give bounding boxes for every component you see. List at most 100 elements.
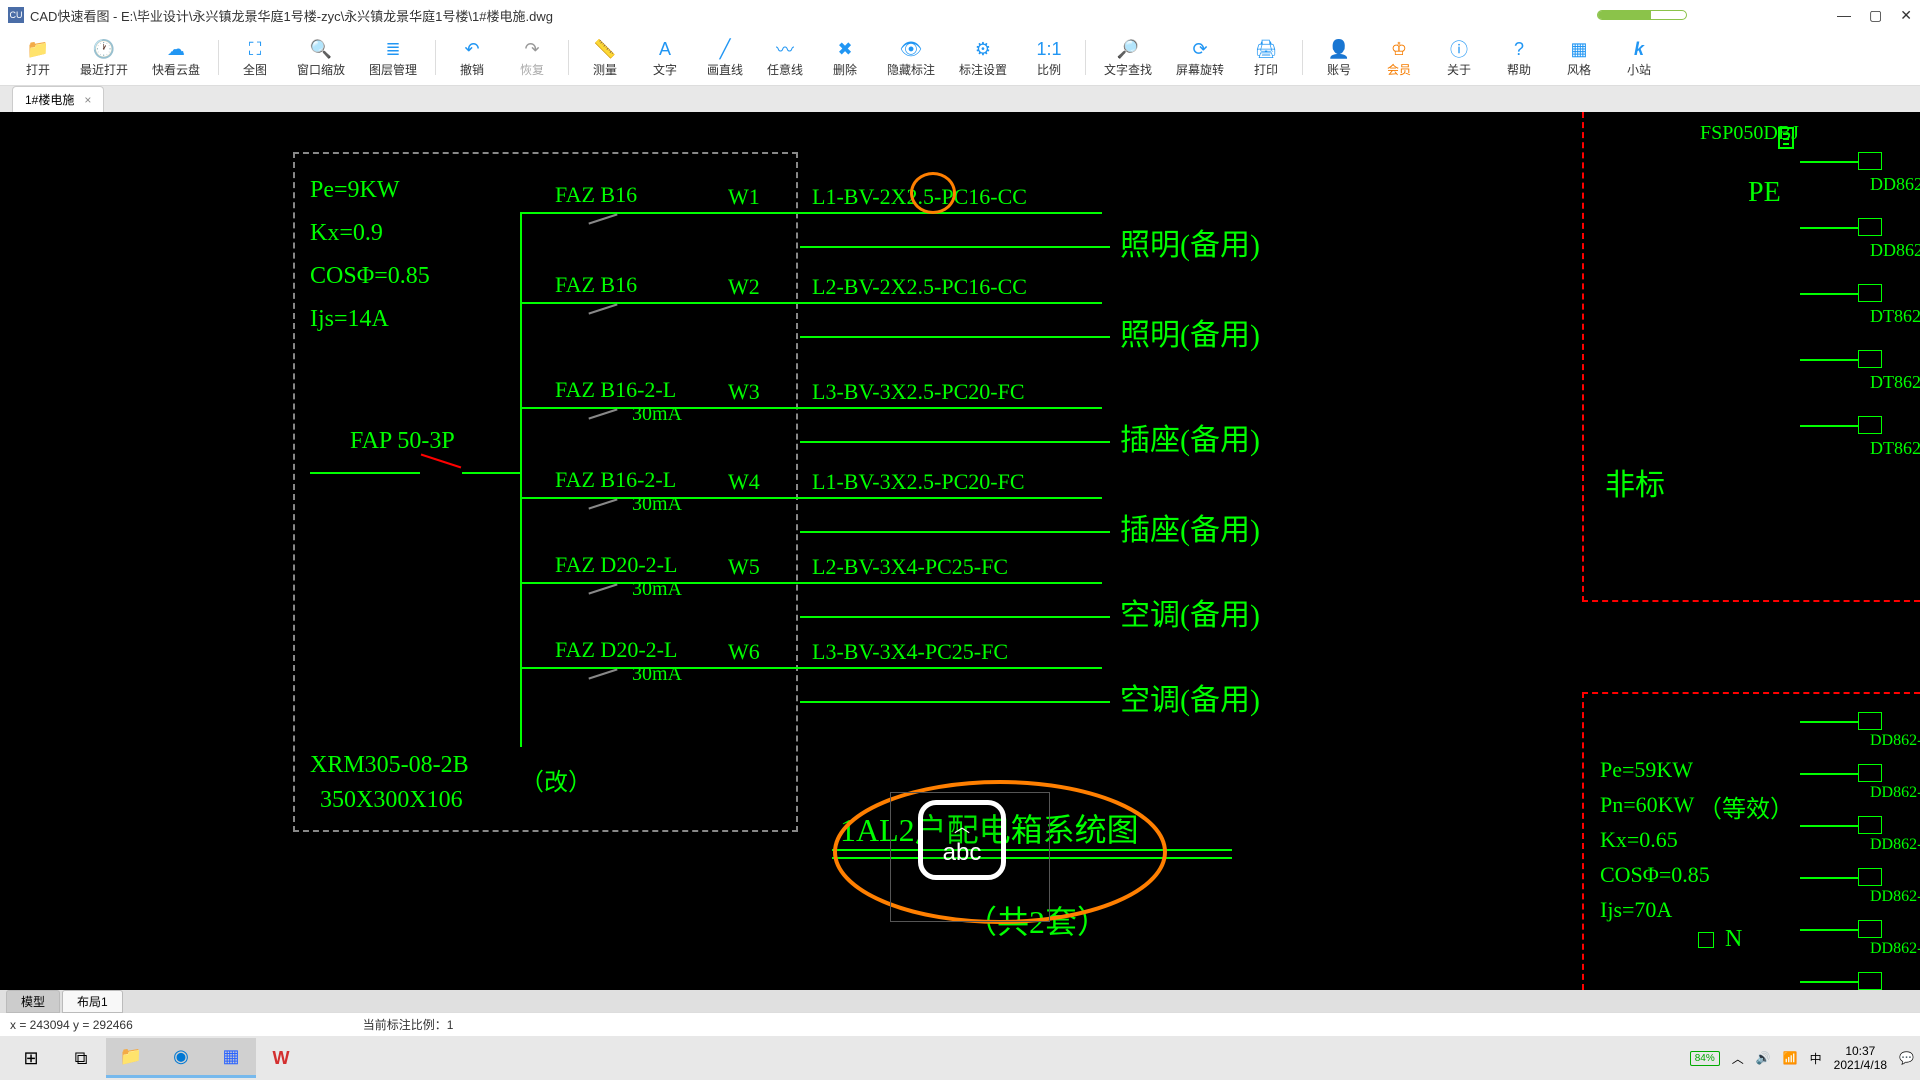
model-tab[interactable]: 模型 <box>6 990 60 1013</box>
edge-icon[interactable]: ◉ <box>156 1038 206 1078</box>
right-dash-h <box>1582 600 1920 602</box>
circuit-w: W6 <box>728 639 760 665</box>
meter-box <box>1858 350 1882 368</box>
vip-button[interactable]: ♔会员 <box>1371 34 1427 81</box>
annset-button[interactable]: ⚙标注设置 <box>949 34 1017 81</box>
anyline-button[interactable]: 〰任意线 <box>757 34 813 81</box>
right-pe: PE <box>1748 177 1781 209</box>
wifi-icon[interactable]: 📶 <box>1783 1051 1798 1065</box>
text-button[interactable]: A文字 <box>637 34 693 81</box>
zoom-button[interactable]: 🔍窗口缩放 <box>287 34 355 81</box>
cable-label: L2-BV-2X2.5-PC16-CC <box>812 274 1027 300</box>
meter-label: DD862-4 10 <box>1870 888 1920 906</box>
breaker-label: FAZ B16-2-L <box>555 467 676 493</box>
file-tab[interactable]: 1#楼电施 × <box>12 86 104 112</box>
meter-line <box>1800 293 1858 295</box>
taskview-icon[interactable]: ⧉ <box>56 1038 106 1078</box>
circuit-w: W2 <box>728 274 760 300</box>
style-button[interactable]: ▦风格 <box>1551 34 1607 81</box>
meter-box <box>1858 868 1882 886</box>
box-size: 350X300X106 <box>320 787 463 814</box>
cable-label: L3-BV-3X4-PC25-FC <box>812 639 1008 665</box>
start-button[interactable]: ⊞ <box>6 1038 56 1078</box>
undo-button[interactable]: ↶撤销 <box>444 34 500 81</box>
meter-line <box>1800 425 1858 427</box>
help-button[interactable]: ?帮助 <box>1491 34 1547 81</box>
usage-label: 插座(备用) <box>1120 505 1260 549</box>
bottom-tabs: 模型 布局1 <box>0 990 1920 1012</box>
meter-line <box>1800 161 1858 163</box>
breaker-label: FAZ D20-2-L <box>555 552 677 578</box>
cad-icon[interactable]: ▦ <box>206 1038 256 1078</box>
notification-icon[interactable]: 💬 <box>1899 1051 1914 1065</box>
clock[interactable]: 10:372021/4/18 <box>1834 1044 1887 1073</box>
ime-text: abc <box>943 839 982 867</box>
rp4: COSΦ=0.85 <box>1600 862 1710 888</box>
tabbar: 1#楼电施 × <box>0 86 1920 112</box>
station-button[interactable]: k小站 <box>1611 34 1667 81</box>
rp1: Pe=59KW <box>1600 757 1693 783</box>
tab-close-icon[interactable]: × <box>84 93 91 107</box>
n-box <box>1698 932 1714 948</box>
window-title: CAD快速看图 - E:\毕业设计\永兴镇龙景华庭1号楼-zyc\永兴镇龙景华庭… <box>30 6 553 25</box>
layout-tab[interactable]: 布局1 <box>62 990 123 1013</box>
rp-note: （等效） <box>1698 789 1794 824</box>
usage-label: 空调(备用) <box>1120 590 1260 634</box>
wps-icon[interactable]: W <box>256 1038 306 1078</box>
breaker-label: FAZ B16 <box>555 272 637 298</box>
tray-up-icon[interactable]: ︿ <box>1732 1050 1744 1067</box>
meter-label: DT862-4 10 <box>1870 306 1920 327</box>
meter-line <box>1800 877 1858 879</box>
hide-button[interactable]: 👁隐藏标注 <box>877 34 945 81</box>
rcd-label: 30mA <box>632 403 682 426</box>
open-button[interactable]: 📁打开 <box>10 34 66 81</box>
rotate-button[interactable]: ⟳屏幕旋转 <box>1166 34 1234 81</box>
volume-icon[interactable]: 🔊 <box>1756 1051 1771 1065</box>
fullview-button[interactable]: ⛶全图 <box>227 34 283 81</box>
meter-label: DT862-4 10 <box>1870 438 1920 459</box>
close-button[interactable]: ✕ <box>1900 7 1912 24</box>
progress-indicator <box>1597 10 1687 20</box>
main-breaker-label: FAP 50-3P <box>350 428 455 455</box>
chevron-up-icon: ︿ <box>954 813 970 837</box>
taskbar: ⊞ ⧉ 📁 ◉ ▦ W 84% ︿ 🔊 📶 中 10:372021/4/18 💬 <box>0 1036 1920 1080</box>
redo-button[interactable]: ↷恢复 <box>504 34 560 81</box>
titlebar: CU CAD快速看图 - E:\毕业设计\永兴镇龙景华庭1号楼-zyc\永兴镇龙… <box>0 0 1920 30</box>
maximize-button[interactable]: ▢ <box>1869 7 1882 24</box>
box-note: （改） <box>520 762 592 797</box>
line-button[interactable]: ╱画直线 <box>697 34 753 81</box>
meter-line <box>1800 825 1858 827</box>
find-button[interactable]: 🔎文字查找 <box>1094 34 1162 81</box>
scale-button[interactable]: 1:1比例 <box>1021 34 1077 81</box>
meter-label: DD862-4 10 <box>1870 732 1920 750</box>
meter-label: DD862-4 <box>1870 240 1920 261</box>
meter-box <box>1858 920 1882 938</box>
meter-line <box>1800 773 1858 775</box>
cloud-button[interactable]: ☁快看云盘 <box>142 34 210 81</box>
toolbar: 📁打开 🕐最近打开 ☁快看云盘 ⛶全图 🔍窗口缩放 ≣图层管理 ↶撤销 ↷恢复 … <box>0 30 1920 86</box>
right2-dash-v <box>1582 692 1584 990</box>
battery-icon[interactable]: 84% <box>1690 1051 1720 1066</box>
about-button[interactable]: ⓘ关于 <box>1431 34 1487 81</box>
cable-label: L1-BV-3X2.5-PC20-FC <box>812 469 1025 495</box>
ime-indicator[interactable]: 中 <box>1810 1050 1822 1067</box>
explorer-icon[interactable]: 📁 <box>106 1038 156 1078</box>
recent-button[interactable]: 🕐最近打开 <box>70 34 138 81</box>
minimize-button[interactable]: — <box>1837 7 1851 24</box>
layer-button[interactable]: ≣图层管理 <box>359 34 427 81</box>
main-bus <box>462 472 522 474</box>
delete-button[interactable]: ✖删除 <box>817 34 873 81</box>
coord-label: x = 243094 y = 292466 <box>10 1018 133 1032</box>
param-ijs: Ijs=14A <box>310 306 389 333</box>
branch-line <box>522 582 1102 584</box>
ime-float[interactable]: ︿ abc <box>918 800 1006 880</box>
branch-line <box>522 667 1102 669</box>
print-button[interactable]: 🖨打印 <box>1238 34 1294 81</box>
measure-button[interactable]: 📏测量 <box>577 34 633 81</box>
circuit-w: W4 <box>728 469 760 495</box>
meter-box <box>1858 764 1882 782</box>
cad-canvas[interactable]: Pe=9KW Kx=0.9 COSΦ=0.85 Ijs=14A FAP 50-3… <box>0 112 1920 990</box>
account-button[interactable]: 👤账号 <box>1311 34 1367 81</box>
breaker-label: FAZ B16-2-L <box>555 377 676 403</box>
panel-box <box>293 152 798 832</box>
